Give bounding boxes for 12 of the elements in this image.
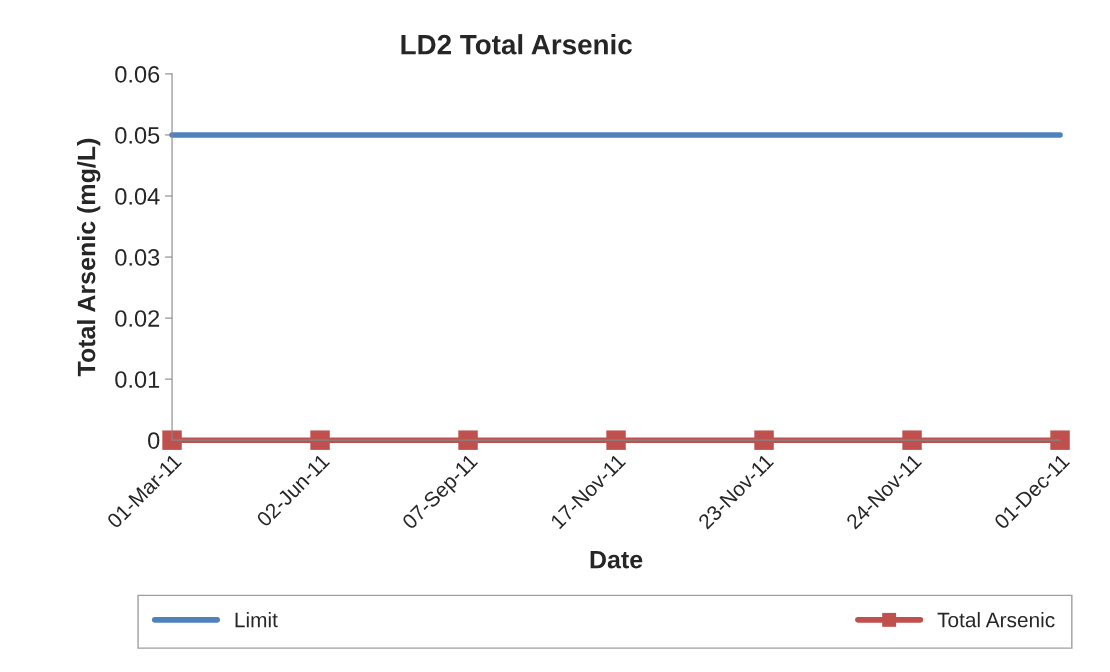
legend-label: Limit	[235, 612, 278, 628]
y-axis-title: Total Arsenic (mg/L)	[76, 138, 101, 377]
y-tick-label: 0.02	[115, 310, 160, 327]
x-axis-title: Date	[590, 550, 643, 569]
y-tick-label: 0.06	[115, 65, 160, 83]
y-tick-label: 0.01	[115, 371, 160, 388]
y-tick-label: 0.03	[115, 249, 160, 266]
y-tick-label: 0.04	[115, 188, 160, 205]
y-tick-label: 0	[148, 432, 160, 449]
y-tick-label: 0.05	[115, 127, 160, 144]
chart-title: LD2 Total Arsenic	[401, 34, 632, 55]
legend-label: Total Arsenic	[937, 612, 1055, 628]
